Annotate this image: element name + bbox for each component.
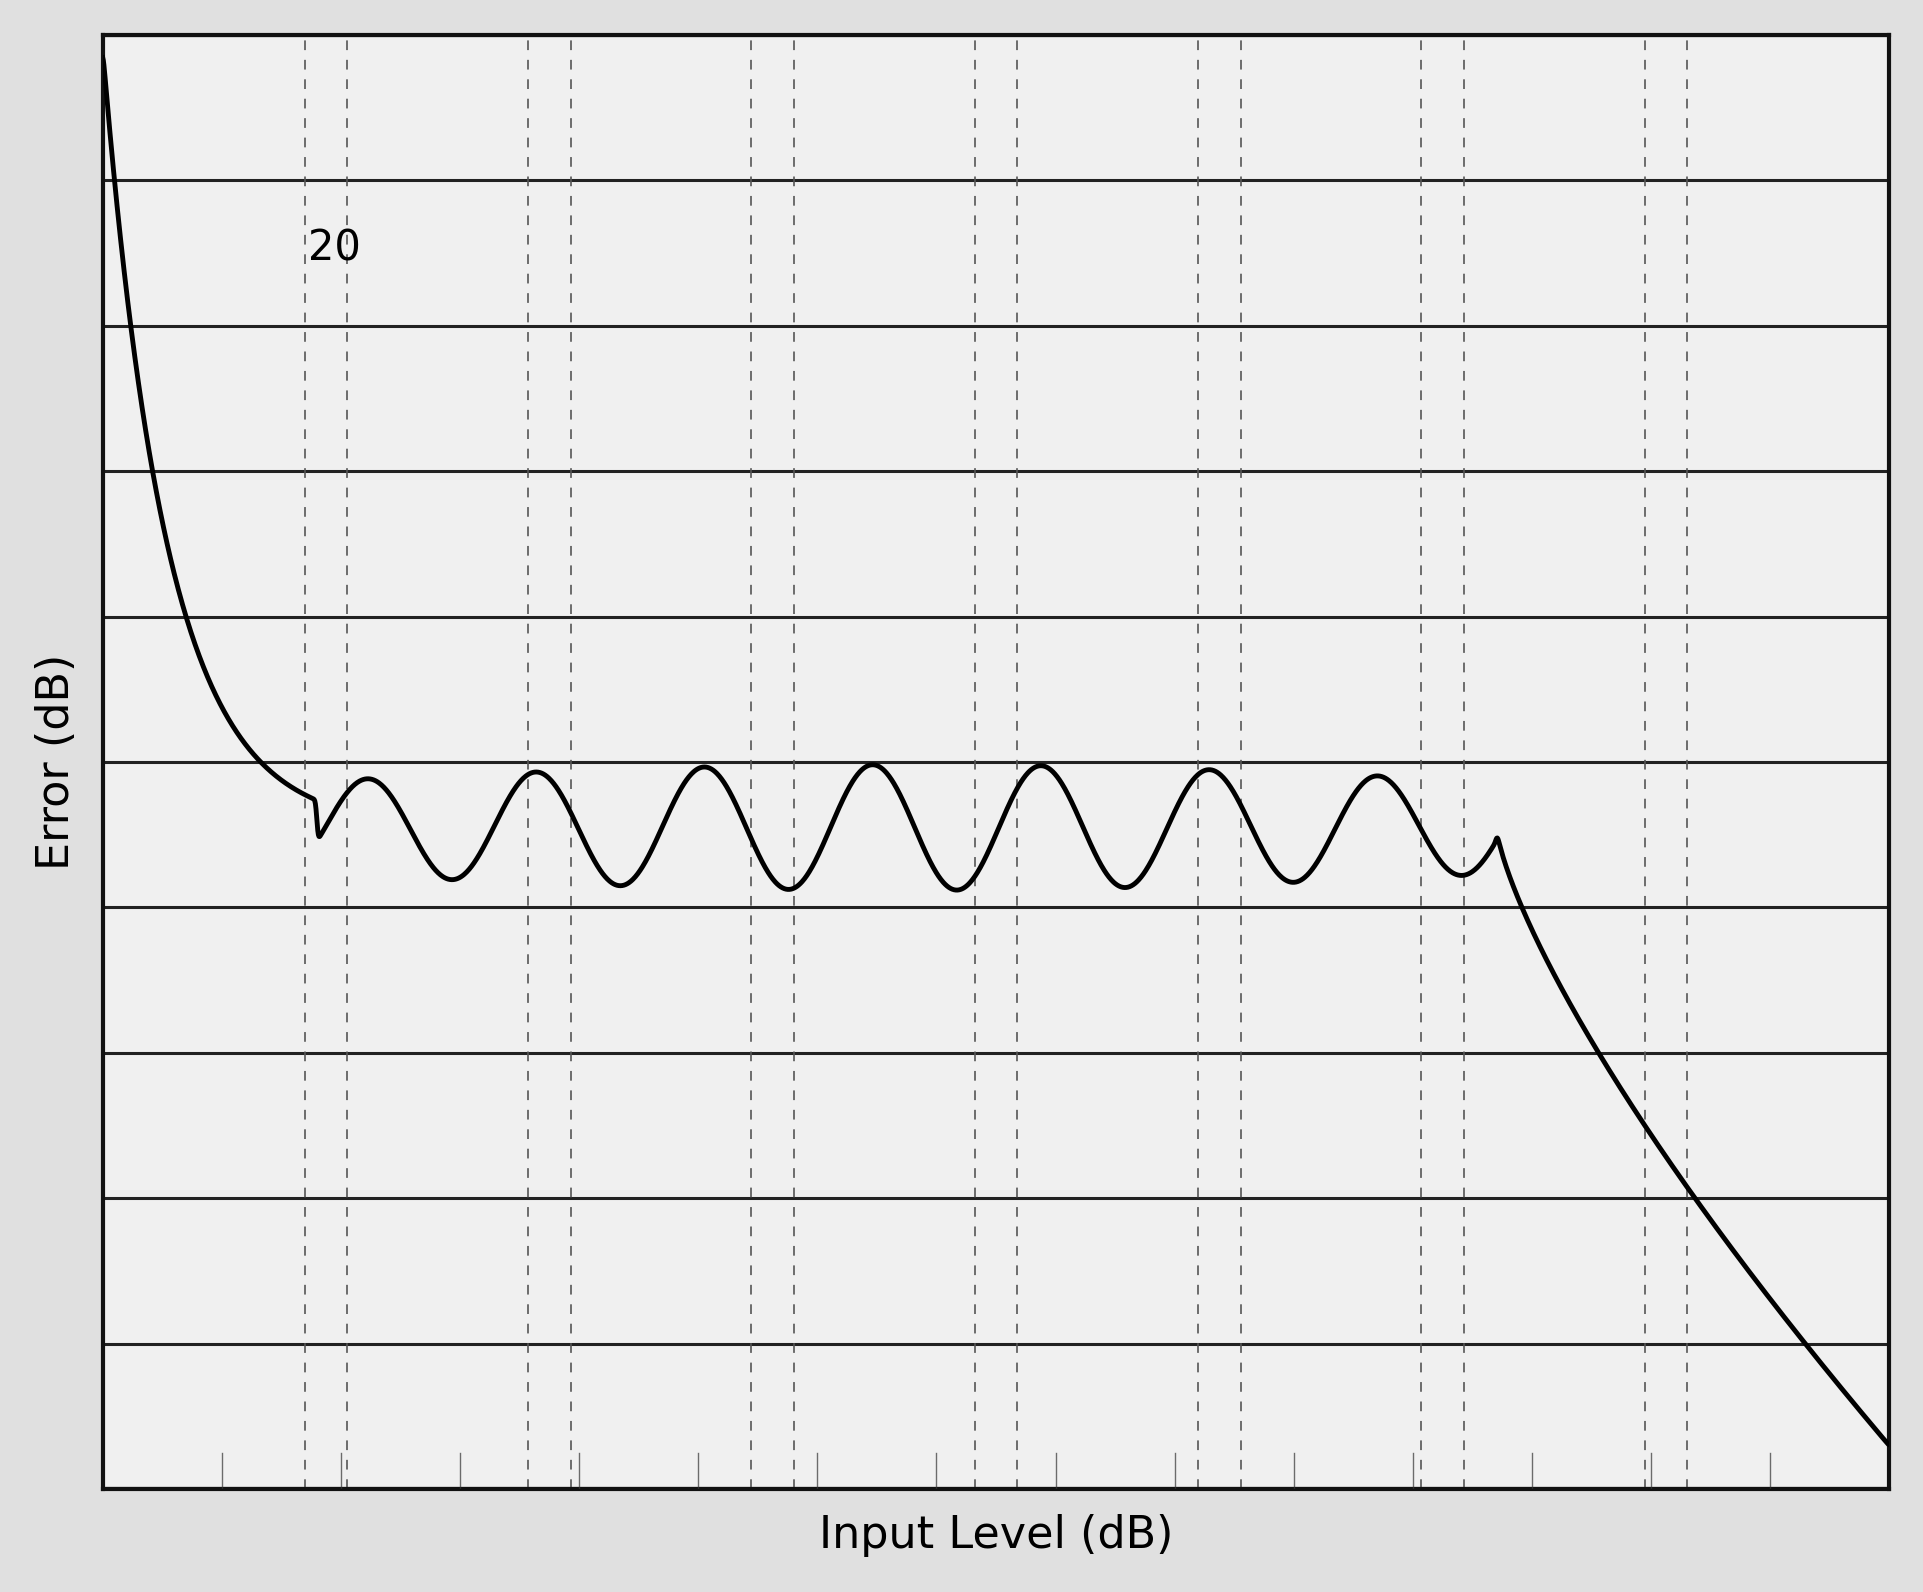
Text: 20: 20	[308, 228, 362, 269]
X-axis label: Input Level (dB): Input Level (dB)	[819, 1514, 1173, 1557]
Y-axis label: Error (dB): Error (dB)	[35, 654, 77, 871]
